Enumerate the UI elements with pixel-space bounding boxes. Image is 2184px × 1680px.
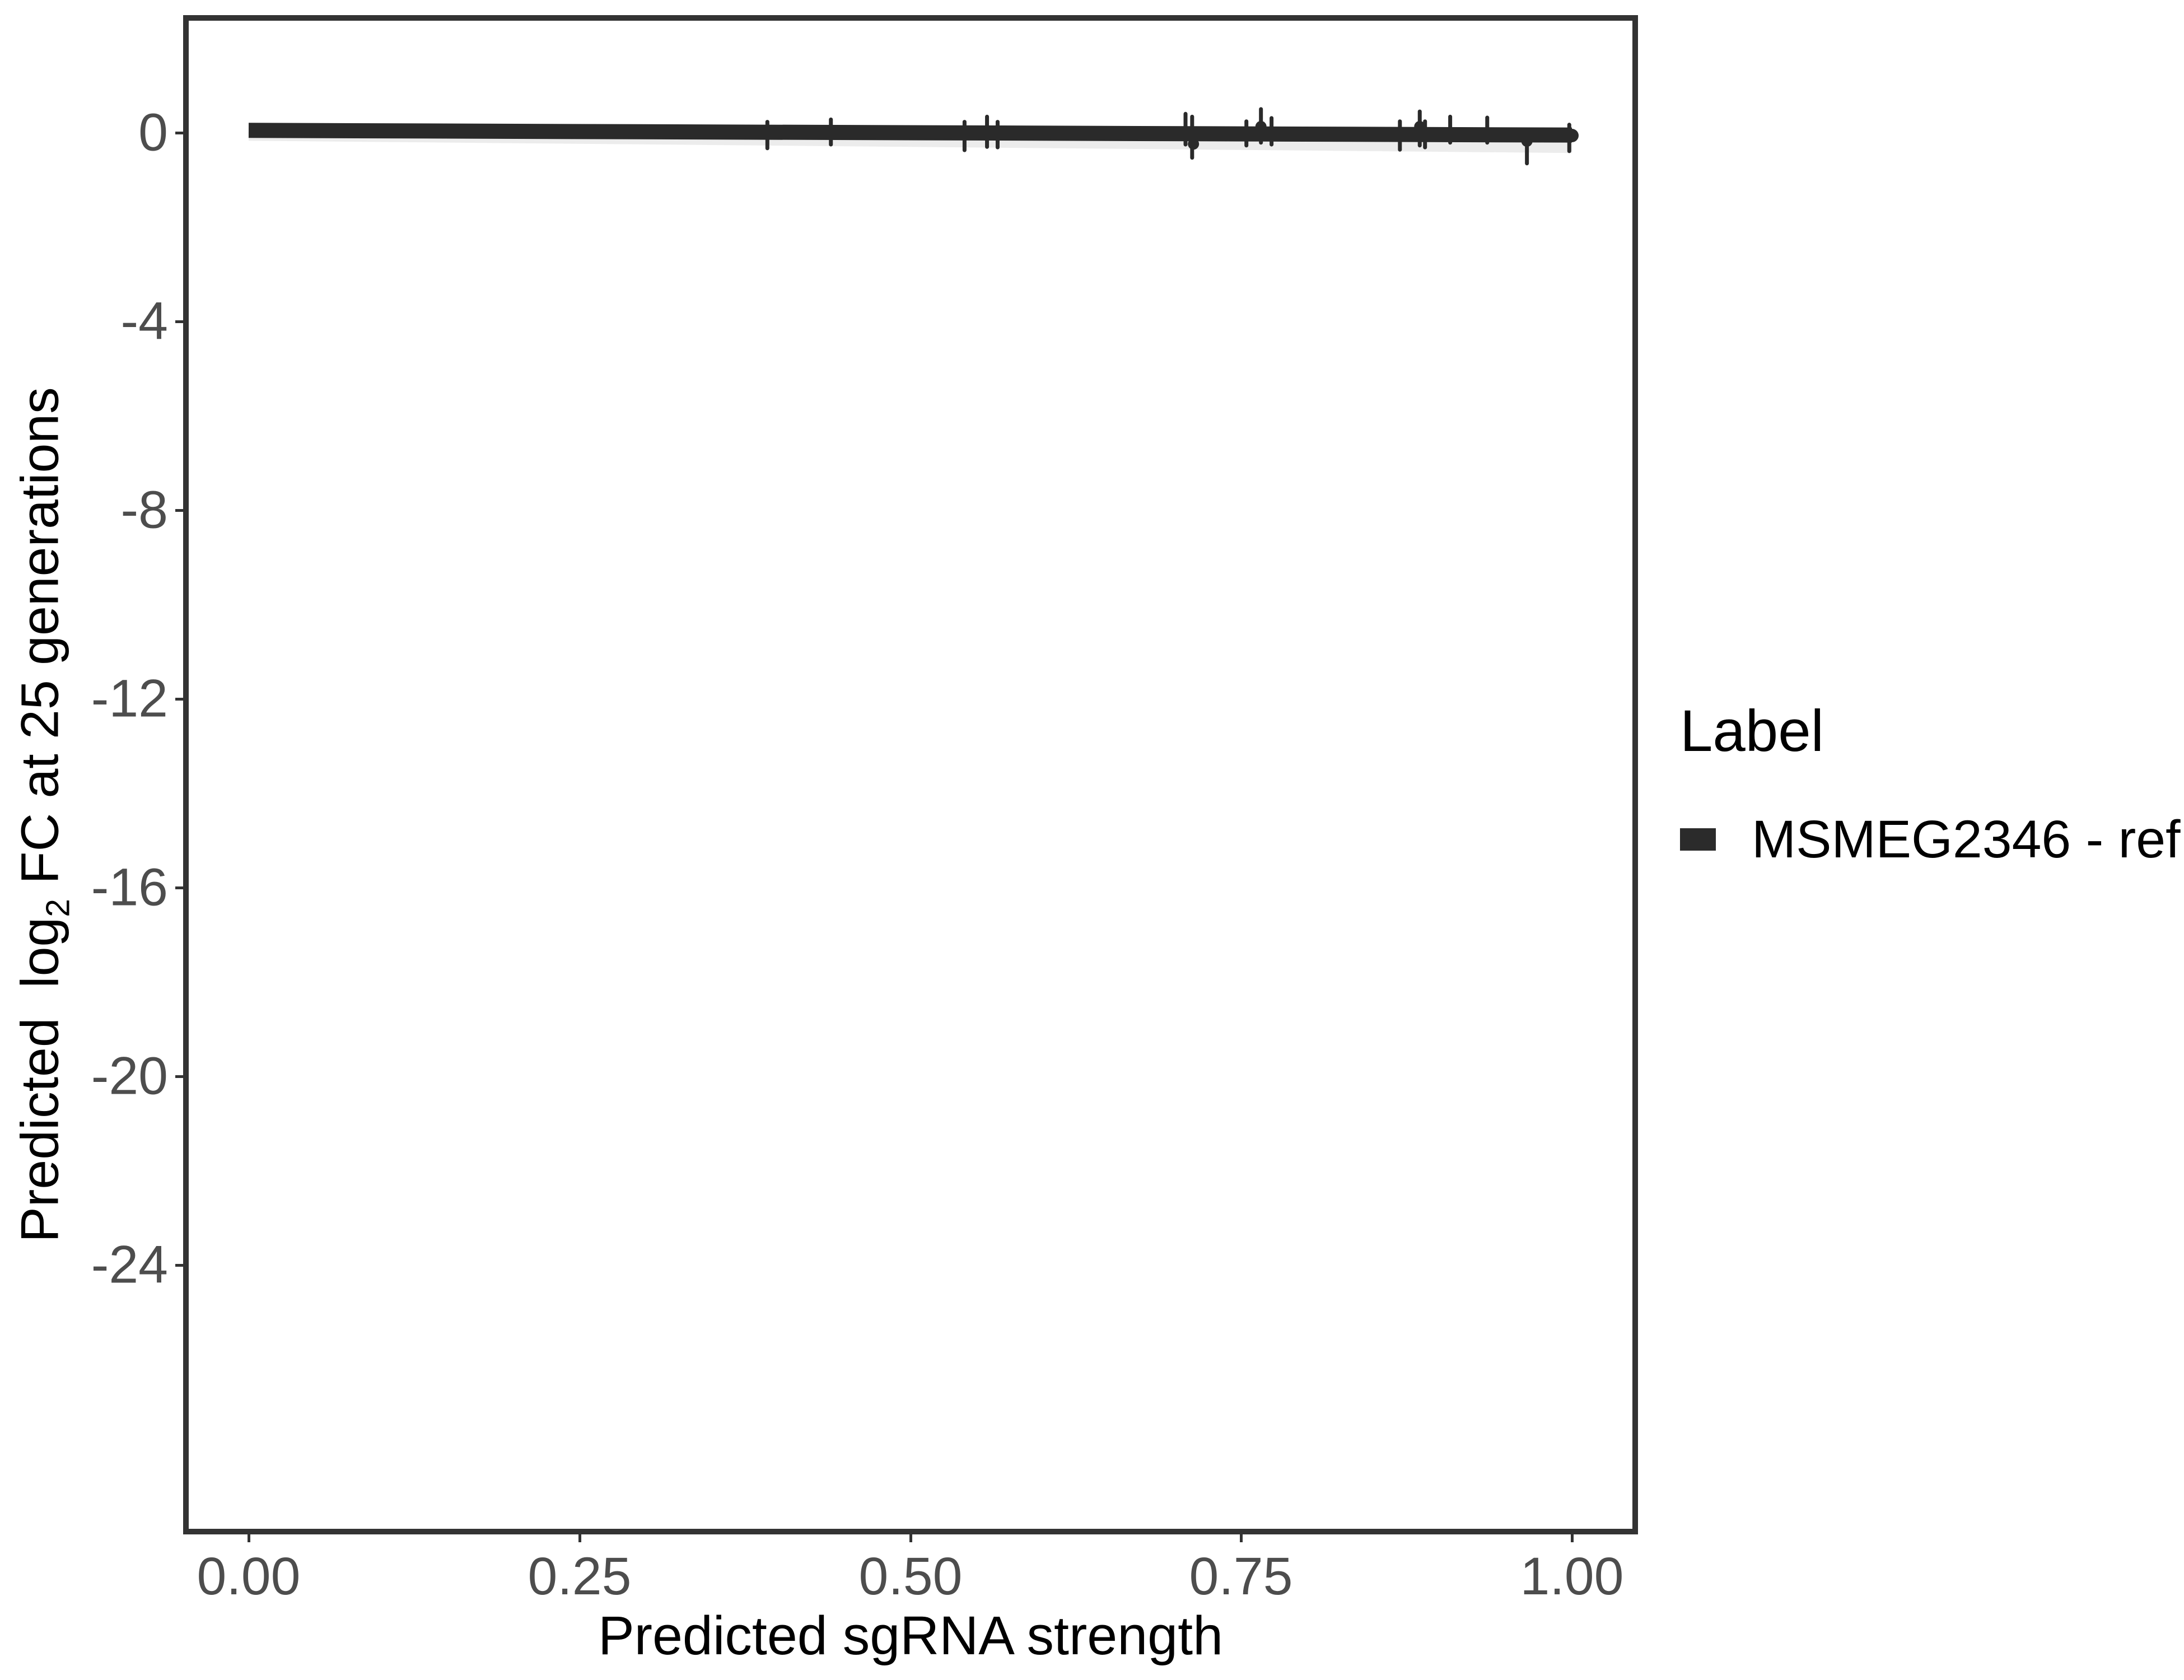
x-tick-mark [247, 1534, 250, 1542]
y-tick-mark [175, 508, 183, 512]
y-axis-tick-label: -16 [91, 857, 168, 917]
y-axis-tick-label: -12 [91, 669, 168, 729]
y-tick-mark [175, 1075, 183, 1078]
y-tick-mark [175, 886, 183, 889]
y-tick-mark [175, 320, 183, 323]
x-axis-tick-label: 0.75 [1189, 1547, 1293, 1606]
plot-panel [183, 15, 1638, 1534]
y-tick-mark [175, 131, 183, 134]
y-axis-title: Predicted log2 FC at 25 generations [10, 387, 77, 1243]
x-axis-tick-label: 0.50 [858, 1547, 963, 1606]
x-tick-mark [1570, 1534, 1574, 1542]
x-axis-tick-label: 0.00 [197, 1547, 301, 1606]
x-axis-tick-label: 1.00 [1520, 1547, 1624, 1606]
y-axis-tick-label: 0 [138, 102, 168, 162]
y-axis-tick-label: -20 [91, 1046, 168, 1106]
legend-entry: MSMEG2346 - ref [1680, 813, 2181, 866]
y-axis-title-subscript: 2 [40, 898, 77, 917]
x-tick-mark [909, 1534, 912, 1542]
y-axis-tick-label: -24 [91, 1235, 168, 1295]
x-tick-mark [1239, 1534, 1243, 1542]
y-axis-tick-label: -8 [120, 480, 168, 540]
x-axis-title: Predicted sgRNA strength [598, 1605, 1224, 1666]
y-tick-mark [175, 697, 183, 701]
x-tick-mark [578, 1534, 581, 1542]
y-axis-title-post: FC at 25 generations [10, 387, 70, 899]
y-axis-tick-label: -4 [120, 291, 168, 351]
y-axis-title-pre: Predicted log [10, 917, 70, 1243]
legend-title: Label [1680, 698, 1824, 764]
legend: Label MSMEG2346 - ref [1680, 699, 2181, 866]
legend-entry-label: MSMEG2346 - ref [1752, 809, 2181, 869]
x-axis-tick-label: 0.25 [528, 1547, 632, 1606]
y-tick-mark [175, 1263, 183, 1267]
legend-key-line-swatch-icon [1680, 828, 1716, 851]
